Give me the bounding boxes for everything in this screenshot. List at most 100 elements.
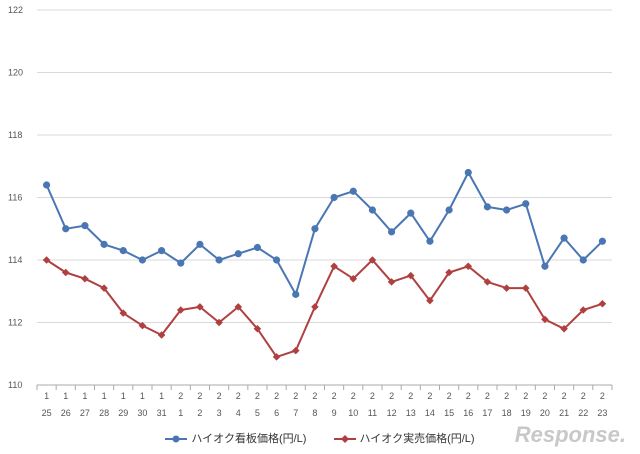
data-point-0	[157, 247, 166, 255]
data-point-1	[464, 262, 473, 271]
x-tick-label-month: 1	[44, 391, 49, 401]
x-tick-label-month: 2	[466, 391, 471, 401]
x-tick-label-month: 2	[581, 391, 586, 401]
x-tick-label-day: 8	[312, 408, 317, 418]
x-tick-label-month: 2	[293, 391, 298, 401]
legend-label-actual: ハイオク実売価格(円/L)	[359, 433, 475, 445]
x-tick-label-day: 12	[387, 408, 397, 418]
legend-item-actual[interactable]: ハイオク実売価格(円/L)	[333, 430, 475, 446]
data-point-0	[598, 237, 607, 245]
data-point-1	[253, 324, 262, 333]
x-tick-label-month: 2	[485, 391, 490, 401]
x-tick-label-month: 2	[351, 391, 356, 401]
x-tick-label-month: 2	[312, 391, 317, 401]
data-point-1	[406, 271, 415, 280]
data-point-0	[368, 206, 377, 214]
data-point-1	[445, 268, 453, 277]
x-tick-label-day: 20	[540, 408, 550, 418]
data-point-1	[42, 256, 51, 264]
data-point-1	[196, 303, 204, 311]
data-point-0	[560, 234, 568, 242]
data-point-1	[579, 306, 588, 314]
data-point-1	[157, 331, 166, 339]
x-tick-label-month: 2	[332, 391, 337, 401]
x-tick-label-day: 13	[406, 408, 416, 418]
x-tick-label-day: 19	[521, 408, 531, 418]
data-point-1	[100, 284, 108, 292]
data-point-0	[234, 250, 242, 258]
legend-item-signboard[interactable]: ハイオク看板価格(円/L)	[165, 430, 306, 446]
x-tick-label-month: 2	[217, 391, 222, 401]
series-line-1	[46, 259, 603, 358]
data-point-0	[464, 168, 472, 177]
x-tick-label-month: 1	[102, 391, 107, 401]
data-point-1	[330, 262, 338, 271]
x-tick-label-day: 21	[559, 408, 569, 418]
x-tick-label-month: 1	[82, 391, 87, 401]
data-point-0	[502, 206, 511, 214]
x-tick-label-day: 15	[444, 408, 454, 418]
data-point-1	[215, 318, 223, 327]
data-point-0	[541, 262, 549, 270]
x-tick-label-day: 25	[42, 408, 52, 418]
x-tick-label-day: 30	[137, 408, 147, 418]
data-point-1	[426, 296, 434, 305]
x-tick-label-day: 6	[274, 408, 279, 418]
x-tick-label-day: 23	[597, 408, 607, 418]
data-point-0	[100, 240, 108, 248]
x-tick-label-day: 16	[463, 408, 473, 418]
y-tick-label-122: 122	[8, 5, 23, 15]
x-tick-label-day: 2	[197, 408, 202, 418]
data-point-1	[387, 278, 396, 286]
x-tick-label-month: 2	[370, 391, 375, 401]
y-tick-label-120: 120	[8, 68, 23, 78]
data-point-1	[521, 284, 530, 292]
data-point-1	[81, 274, 89, 283]
data-point-0	[272, 256, 281, 264]
x-tick-label-day: 18	[502, 408, 512, 418]
legend-diamond-marker-icon	[333, 435, 356, 444]
data-point-0	[522, 200, 530, 208]
x-tick-label-month: 2	[447, 391, 452, 401]
data-point-1	[61, 268, 70, 277]
data-point-0	[119, 247, 127, 255]
x-tick-label-day: 17	[482, 408, 492, 418]
data-point-1	[176, 306, 185, 314]
x-tick-label-month: 2	[408, 391, 413, 401]
x-tick-label-day: 31	[157, 408, 167, 418]
x-tick-label-day: 14	[425, 408, 435, 418]
data-point-0	[483, 203, 492, 211]
x-tick-label-month: 2	[427, 391, 432, 401]
data-point-0	[138, 256, 147, 264]
x-tick-label-month: 2	[197, 391, 202, 401]
y-axis: 110 112 114 116 118 120 122	[8, 5, 23, 390]
x-tick-label-month: 1	[63, 391, 68, 401]
x-tick-label-day: 3	[217, 408, 222, 418]
x-tick-label-day: 4	[236, 408, 241, 418]
data-point-0	[196, 240, 204, 248]
x-tick-label-month: 2	[562, 391, 567, 401]
x-tick-label-month: 2	[389, 391, 394, 401]
x-tick-label-month: 2	[600, 391, 605, 401]
data-point-1	[502, 284, 511, 292]
x-tick-label-day: 1	[178, 408, 183, 418]
data-point-0	[330, 193, 338, 202]
gridlines	[37, 9, 612, 386]
x-tick-label-month: 2	[178, 391, 183, 401]
data-point-0	[311, 225, 319, 233]
x-tick-label-day: 7	[293, 408, 298, 418]
x-tick-label-month: 2	[274, 391, 279, 401]
data-point-0	[253, 243, 262, 252]
x-tick-label-day: 28	[99, 408, 109, 418]
data-point-0	[426, 237, 434, 245]
x-tick-label-month: 2	[523, 391, 528, 401]
data-point-1	[234, 303, 243, 311]
x-tick-label-month: 1	[140, 391, 145, 401]
legend: ハイオク看板価格(円/L) ハイオク実売価格(円/L)	[0, 430, 640, 446]
data-point-0	[292, 290, 300, 298]
y-tick-label-112: 112	[8, 318, 22, 328]
x-tick-label-month: 2	[542, 391, 547, 401]
data-point-0	[81, 222, 89, 230]
data-point-1	[560, 324, 568, 333]
